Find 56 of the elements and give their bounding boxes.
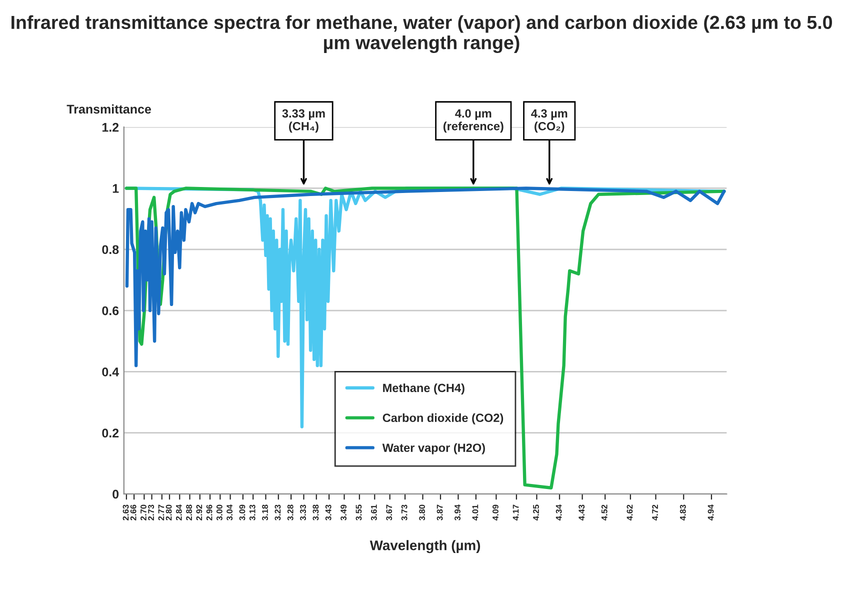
x-tick-label: 4.17 [512, 504, 519, 520]
x-tick-label: 3.09 [239, 504, 246, 520]
x-tick-label: 2.73 [148, 504, 154, 520]
y-tick-label: 1.2 [102, 122, 119, 132]
y-tick-label: 1 [112, 184, 119, 193]
x-tick-label: 3.43 [325, 504, 332, 520]
x-tick-label: 3.67 [386, 504, 392, 520]
x-tick-label: 3.61 [370, 504, 377, 520]
x-tick-label: 3.87 [436, 504, 443, 520]
annotation: 4.0 µm (reference) [443, 109, 504, 133]
x-tick-label: 3.80 [419, 504, 426, 520]
x-tick-label: 4.34 [556, 504, 562, 520]
x-tick-label: 3.73 [401, 504, 408, 520]
x-tick-label: 2.88 [186, 504, 192, 520]
x-tick-label: 4.52 [601, 504, 608, 520]
x-tick-label: 4.94 [708, 504, 714, 520]
x-tick-label: 3.33 [300, 504, 306, 520]
chart-title: Infrared transmittance spectra for methane, water (vapor) and carbon dioxide (2.63 µm to 5.0 µm wavelength range) [12, 15, 832, 54]
x-tick-label: 2.96 [206, 504, 212, 520]
x-tick-label: 2.84 [176, 504, 182, 520]
y-tick-label: 0.2 [102, 428, 119, 438]
annotation: 4.3 µm (CO₂) [531, 109, 568, 133]
x-tick-label: 4.72 [652, 504, 658, 520]
legend-label: Methane (CH4) [383, 383, 464, 394]
x-tick-label: 2.63 [122, 504, 129, 520]
x-tick-label: 4.09 [492, 504, 498, 520]
x-tick-label: 2.92 [196, 504, 202, 520]
x-tick-label: 4.62 [626, 504, 633, 520]
y-tick-label: 0 [112, 490, 119, 499]
x-tick-label: 2.77 [158, 504, 164, 520]
x-tick-label: 3.04 [226, 504, 233, 520]
x-tick-label: 2.80 [166, 504, 172, 520]
x-tick-label: 4.25 [533, 504, 539, 520]
x-tick-label: 2.66 [130, 504, 136, 520]
y-tick-label: 0.6 [102, 306, 119, 316]
x-tick-label: 3.18 [262, 504, 268, 520]
x-tick-label: 3.23 [274, 504, 281, 520]
y-axis-title: Transmittance [66, 104, 151, 114]
x-tick-label: 3.00 [216, 504, 222, 520]
x-tick-label: 3.38 [312, 504, 319, 520]
x-tick-label: 3.28 [287, 504, 294, 520]
x-tick-label: 4.01 [472, 504, 478, 520]
x-tick-label: 2.70 [140, 504, 146, 520]
legend-label: Carbon dioxide (CO2) [382, 413, 504, 424]
legend-label: Water vapor (H2O) [382, 443, 485, 454]
x-tick-label: 4.83 [680, 504, 686, 520]
x-tick-label: 3.13 [249, 504, 256, 520]
x-tick-label: 3.94 [454, 504, 460, 520]
x-tick-label: 3.55 [356, 504, 362, 520]
annotation: 3.33 µm (CH₄) [282, 109, 325, 133]
y-tick-label: 0.4 [102, 367, 119, 376]
x-axis-title: Wavelength (µm) [370, 540, 480, 554]
x-tick-label: 3.49 [340, 504, 346, 520]
x-tick-label: 4.43 [578, 504, 585, 520]
y-tick-label: 0.8 [102, 245, 119, 254]
line-series [125, 186, 726, 368]
